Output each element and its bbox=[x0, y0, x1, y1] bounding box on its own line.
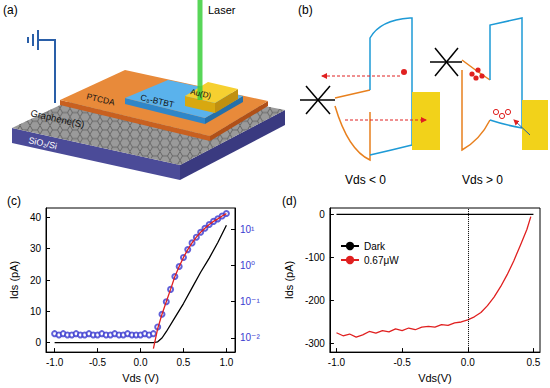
svg-text:(d): (d) bbox=[282, 194, 297, 208]
svg-text:Au(D): Au(D) bbox=[190, 87, 213, 101]
svg-text:-0.5: -0.5 bbox=[394, 357, 412, 368]
svg-text:Laser: Laser bbox=[208, 4, 236, 16]
svg-text:1.0: 1.0 bbox=[219, 357, 233, 368]
svg-text:-0.5: -0.5 bbox=[89, 357, 107, 368]
svg-text:0.0: 0.0 bbox=[134, 357, 148, 368]
svg-text:10⁰: 10⁰ bbox=[240, 260, 255, 271]
svg-text:(b): (b) bbox=[298, 3, 313, 17]
svg-text:Vds < 0: Vds < 0 bbox=[345, 173, 386, 187]
svg-text:Ids (pA): Ids (pA) bbox=[283, 261, 295, 300]
svg-text:Graphene(S): Graphene(S) bbox=[30, 107, 86, 130]
svg-text:-1.0: -1.0 bbox=[328, 357, 346, 368]
svg-text:10⁻¹: 10⁻¹ bbox=[240, 296, 260, 307]
svg-text:(c): (c) bbox=[7, 194, 21, 208]
svg-text:0.67μW: 0.67μW bbox=[364, 255, 399, 266]
svg-text:PTCDA: PTCDA bbox=[86, 91, 117, 107]
svg-text:0.5: 0.5 bbox=[526, 357, 540, 368]
svg-text:0.0: 0.0 bbox=[461, 357, 475, 368]
svg-text:(a): (a) bbox=[3, 3, 18, 17]
svg-text:0: 0 bbox=[319, 209, 325, 220]
svg-text:SiO₂/Si: SiO₂/Si bbox=[28, 135, 58, 151]
svg-text:-100: -100 bbox=[305, 252, 325, 263]
svg-text:Vds(V): Vds(V) bbox=[418, 372, 452, 384]
svg-text:Vds (V): Vds (V) bbox=[122, 372, 159, 384]
svg-text:Vds > 0: Vds > 0 bbox=[462, 173, 503, 187]
svg-text:10: 10 bbox=[30, 306, 42, 317]
svg-text:40: 40 bbox=[30, 212, 42, 223]
svg-text:0.5: 0.5 bbox=[177, 357, 191, 368]
svg-text:-300: -300 bbox=[305, 338, 325, 349]
svg-text:10⁻²: 10⁻² bbox=[240, 332, 260, 343]
svg-text:0: 0 bbox=[35, 337, 41, 348]
svg-text:10¹: 10¹ bbox=[240, 224, 255, 235]
svg-text:Ids (pA): Ids (pA) bbox=[8, 261, 20, 300]
svg-text:30: 30 bbox=[30, 243, 42, 254]
svg-text:-200: -200 bbox=[305, 295, 325, 306]
svg-text:-1.0: -1.0 bbox=[46, 357, 64, 368]
svg-text:Dark: Dark bbox=[364, 241, 386, 252]
svg-text:20: 20 bbox=[30, 275, 42, 286]
svg-text:C₈-BTBT: C₈-BTBT bbox=[140, 92, 176, 109]
